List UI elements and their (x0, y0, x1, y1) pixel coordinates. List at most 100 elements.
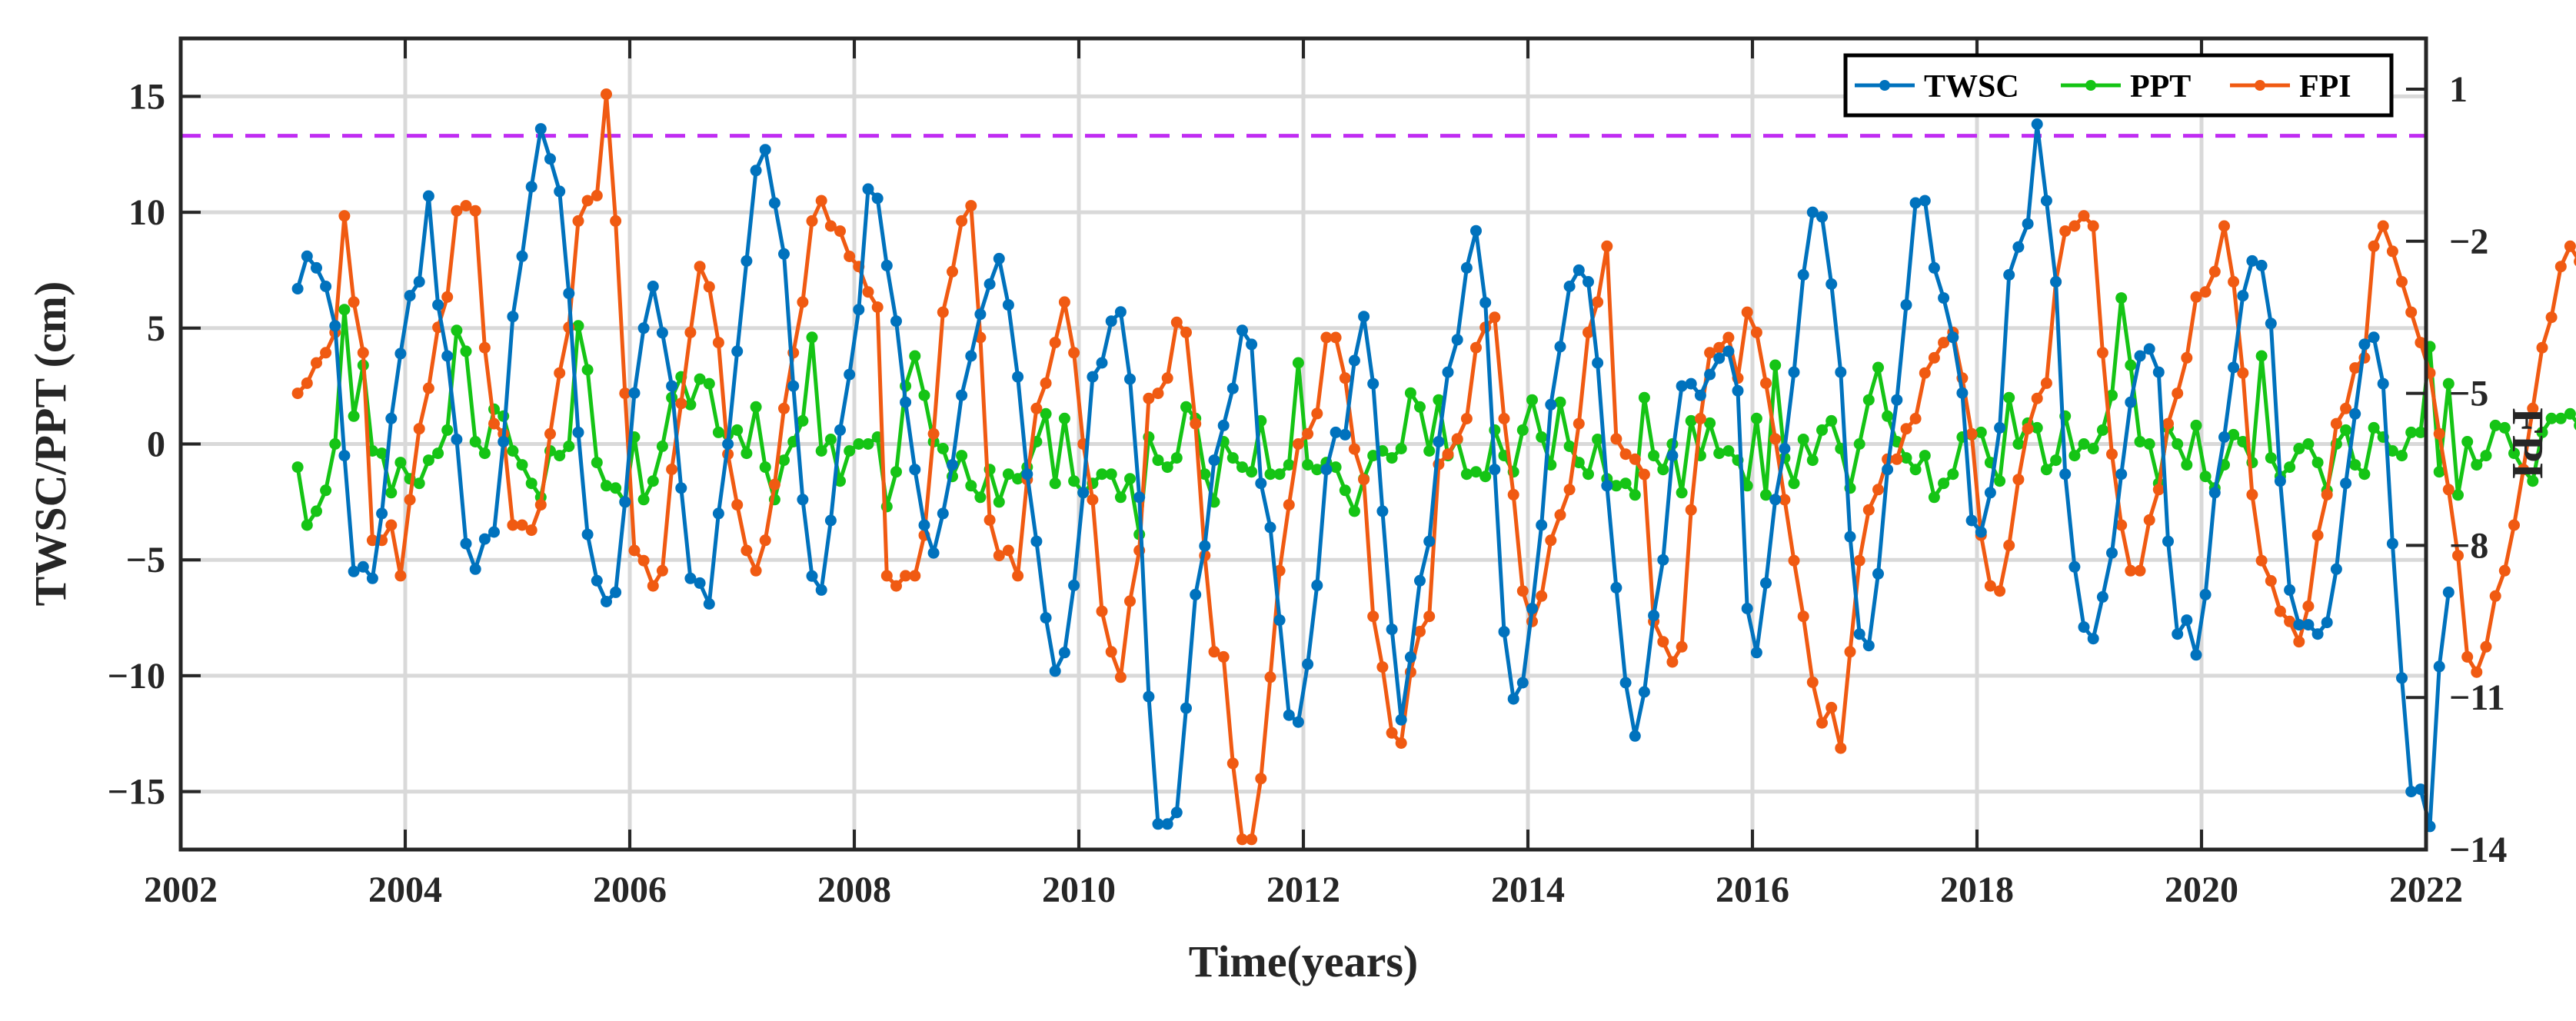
data-point-fpi (2087, 220, 2099, 232)
data-point-twsc (647, 281, 659, 292)
data-point-twsc (1498, 626, 1510, 638)
data-point-twsc (937, 507, 949, 520)
data-point-fpi (1583, 326, 1594, 338)
data-point-ppt (2349, 459, 2361, 471)
data-point-fpi (1573, 417, 1585, 430)
data-point-fpi (815, 195, 827, 207)
data-point-twsc (909, 464, 921, 476)
data-point-fpi (1797, 610, 1809, 623)
data-point-twsc (1928, 261, 1940, 274)
data-point-twsc (404, 290, 416, 302)
data-point-ppt (1124, 473, 1136, 485)
data-point-ppt (2199, 471, 2212, 483)
data-point-twsc (1087, 371, 1099, 383)
data-point-twsc (1433, 436, 1445, 447)
data-point-fpi (1563, 484, 1576, 496)
data-point-twsc (1190, 588, 1202, 600)
data-point-fpi (1938, 337, 1950, 349)
data-point-twsc (1713, 352, 1726, 364)
data-point-fpi (572, 215, 584, 227)
data-point-fpi (1498, 413, 1510, 424)
data-point-fpi (2096, 347, 2108, 359)
data-point-ppt (1806, 454, 1819, 467)
data-point-twsc (947, 459, 958, 471)
data-point-ppt (1629, 489, 1641, 501)
data-point-ppt (1199, 468, 1211, 481)
data-point-ppt (422, 454, 434, 467)
data-point-fpi (647, 580, 659, 592)
data-point-twsc (2190, 649, 2202, 661)
data-point-twsc (2125, 396, 2137, 408)
data-point-ppt (1470, 466, 1482, 478)
data-point-fpi (1760, 377, 1772, 389)
data-point-twsc (1909, 197, 1922, 209)
data-point-twsc (2218, 431, 2230, 443)
data-point-fpi (2293, 636, 2305, 648)
data-point-twsc (357, 560, 369, 573)
data-point-twsc (1536, 519, 1548, 531)
data-point-fpi (488, 417, 500, 430)
data-point-ppt (2255, 350, 2268, 362)
x-tick-label: 2006 (593, 870, 667, 910)
data-point-ppt (2125, 359, 2137, 371)
data-point-twsc (853, 304, 865, 316)
data-point-fpi (1685, 504, 1697, 516)
data-point-twsc (1143, 690, 1155, 703)
data-point-fpi (1283, 499, 1295, 511)
data-point-ppt (572, 320, 584, 332)
data-point-twsc (1283, 709, 1295, 721)
data-point-twsc (834, 424, 846, 436)
data-point-ppt (937, 443, 949, 454)
y-tick-label-right: −14 (2449, 830, 2507, 870)
data-point-fpi (1264, 671, 1276, 683)
data-point-ppt (1058, 412, 1070, 424)
data-point-ppt (637, 494, 650, 506)
data-point-fpi (1825, 701, 1838, 713)
data-point-twsc (610, 586, 622, 598)
x-tick-label: 2020 (2165, 870, 2238, 910)
data-point-fpi (1984, 580, 1996, 592)
data-point-twsc (1096, 357, 1108, 369)
data-point-twsc (2255, 259, 2268, 271)
data-point-twsc (1685, 377, 1697, 390)
data-point-ppt (1797, 434, 1809, 445)
data-point-fpi (1694, 413, 1706, 424)
data-point-fpi (2152, 484, 2165, 496)
data-point-fpi (1124, 595, 1136, 607)
y-tick-label-right: −11 (2449, 677, 2505, 718)
data-point-ppt (2181, 459, 2193, 471)
data-point-fpi (1030, 402, 1043, 414)
data-point-fpi (1928, 351, 1940, 364)
data-point-twsc (1853, 628, 1865, 640)
data-point-fpi (2415, 337, 2427, 349)
data-point-ppt (965, 480, 977, 492)
data-point-twsc (366, 572, 378, 584)
data-point-fpi (2442, 484, 2455, 496)
data-point-ppt (1919, 450, 1931, 462)
data-point-fpi (2040, 377, 2052, 389)
data-point-ppt (853, 438, 865, 450)
data-point-twsc (534, 123, 547, 135)
data-point-fpi (1460, 413, 1473, 424)
data-point-twsc (2115, 468, 2128, 481)
data-point-twsc (1563, 281, 1576, 292)
data-point-twsc (1217, 419, 1230, 431)
data-point-fpi (2208, 265, 2221, 278)
data-point-twsc (2096, 590, 2108, 603)
data-point-fpi (1358, 474, 1370, 486)
data-point-ppt (797, 414, 809, 427)
data-point-ppt (1283, 459, 1295, 471)
data-point-twsc (2078, 621, 2090, 634)
data-point-fpi (1900, 423, 1912, 435)
data-point-fpi (1554, 509, 1566, 521)
data-point-twsc (797, 494, 809, 506)
data-point-fpi (1788, 554, 1800, 567)
data-point-ppt (2293, 443, 2305, 454)
data-point-twsc (1226, 382, 1239, 394)
data-point-twsc (1404, 651, 1416, 663)
data-point-fpi (2461, 650, 2474, 663)
data-point-twsc (2181, 614, 2193, 627)
data-point-twsc (338, 450, 351, 462)
data-point-ppt (385, 487, 398, 499)
data-point-ppt (2190, 419, 2202, 431)
